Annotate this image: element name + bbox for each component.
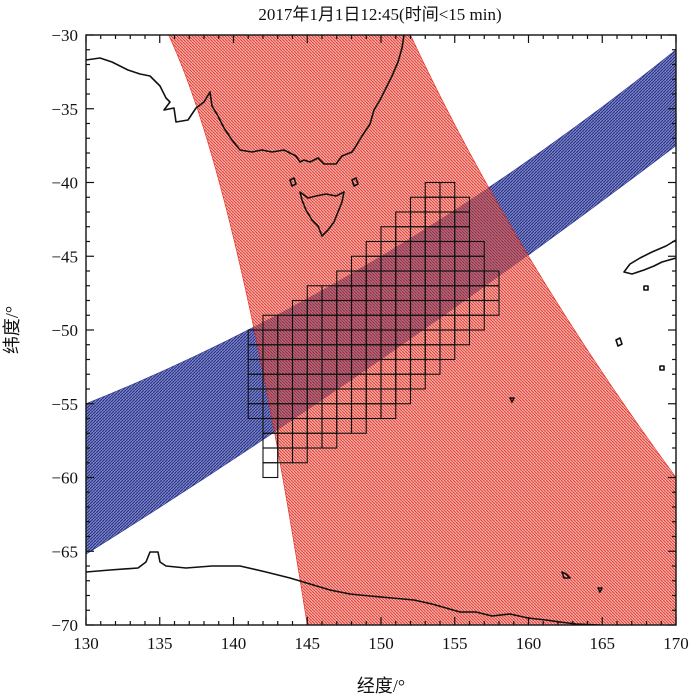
antarctica-coastline [86,551,601,625]
grid-cell [424,358,441,375]
southern-islet-1 [509,397,515,403]
y-axis-label: 纬度/° [2,306,22,354]
nz-islet-3 [643,285,649,291]
tasmania-coastline [299,191,345,237]
y-tick-label: −35 [51,100,78,119]
x-tick-label: 165 [590,634,616,653]
southern-islet-3 [597,587,603,593]
y-tick-label: −65 [51,542,78,561]
x-tick-label: 140 [221,634,247,653]
axis-ticks [85,34,677,626]
nz-islet-1 [615,337,623,347]
y-tick-label: −45 [51,247,78,266]
nz-islet-2 [659,365,665,371]
small-island-2 [351,177,359,187]
coastlines [86,35,676,625]
x-tick-label: 150 [368,634,394,653]
y-tick-labels: −30 −35 −40 −45 −50 −55 −60 −65 −70 [51,26,78,635]
x-tick-label: 145 [295,634,321,653]
map-title: 2017年1月1日12:45(时间<15 min) [258,5,501,24]
x-tick-label: 155 [442,634,468,653]
x-tick-label: 160 [516,634,542,653]
y-tick-label: −30 [51,26,78,45]
x-tick-label: 170 [663,634,689,653]
x-tick-labels: 130 135 140 145 150 155 160 165 170 [73,634,689,653]
australia-coastline [86,35,405,165]
grid-cell [454,329,471,346]
y-tick-label: −55 [51,395,78,414]
grid-cell [291,447,308,464]
grid-cell [395,388,412,405]
grid-cell [483,299,500,316]
plot-area [86,35,676,625]
new-zealand-coastline [623,239,676,275]
small-island-1 [289,177,297,187]
y-tick-label: −50 [51,321,78,340]
grid-cells [247,181,500,479]
y-tick-label: −70 [51,616,78,635]
grid-cell [439,344,456,361]
grid-cell [321,432,338,449]
grid-cell [262,462,279,479]
x-tick-label: 130 [73,634,99,653]
x-axis-label: 经度/° [357,676,405,696]
y-tick-label: −40 [51,174,78,193]
y-tick-label: −60 [51,469,78,488]
grid-cell [350,417,367,434]
grid-cell [468,314,485,331]
x-tick-label: 135 [147,634,173,653]
grid-cell [380,403,397,420]
grid-cell [409,373,426,390]
southern-islet-2 [561,571,571,579]
